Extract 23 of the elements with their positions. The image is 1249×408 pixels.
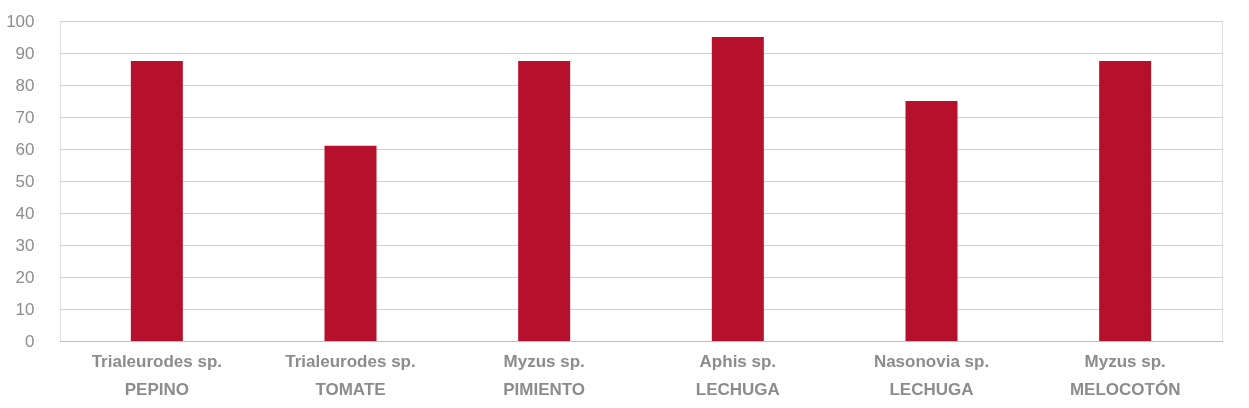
- x-tick-label: Myzus sp. MELOCOTÓN: [1069, 351, 1181, 399]
- x-tick-label: Myzus sp. PIMIENTO: [503, 351, 586, 399]
- y-tick-label: 60: [15, 139, 35, 159]
- y-tick-label: 50: [15, 171, 35, 191]
- bar: [518, 61, 571, 341]
- bar: [1099, 61, 1152, 341]
- bar: [905, 101, 958, 341]
- y-tick-label: 100: [6, 11, 35, 31]
- y-tick-label: 20: [15, 267, 35, 287]
- bar: [711, 37, 764, 341]
- y-tick-label: 70: [15, 107, 35, 127]
- bar: [130, 61, 183, 341]
- x-tick-label: Trialeurodes sp. PEPINO: [91, 351, 223, 399]
- y-tick-label: 0: [25, 331, 35, 351]
- y-tick-label: 90: [15, 43, 35, 63]
- y-tick-label: 30: [15, 235, 35, 255]
- y-tick-label: 40: [15, 203, 35, 223]
- x-tick-label: Trialeurodes sp. TOMATE: [285, 351, 416, 399]
- y-tick-label: 10: [15, 299, 35, 319]
- x-tick-label: Aphis sp. LECHUGA: [695, 351, 780, 399]
- y-tick-label: 80: [15, 75, 35, 95]
- bar: [324, 145, 377, 341]
- x-tick-label: Nasonovia sp. LECHUGA: [873, 351, 990, 399]
